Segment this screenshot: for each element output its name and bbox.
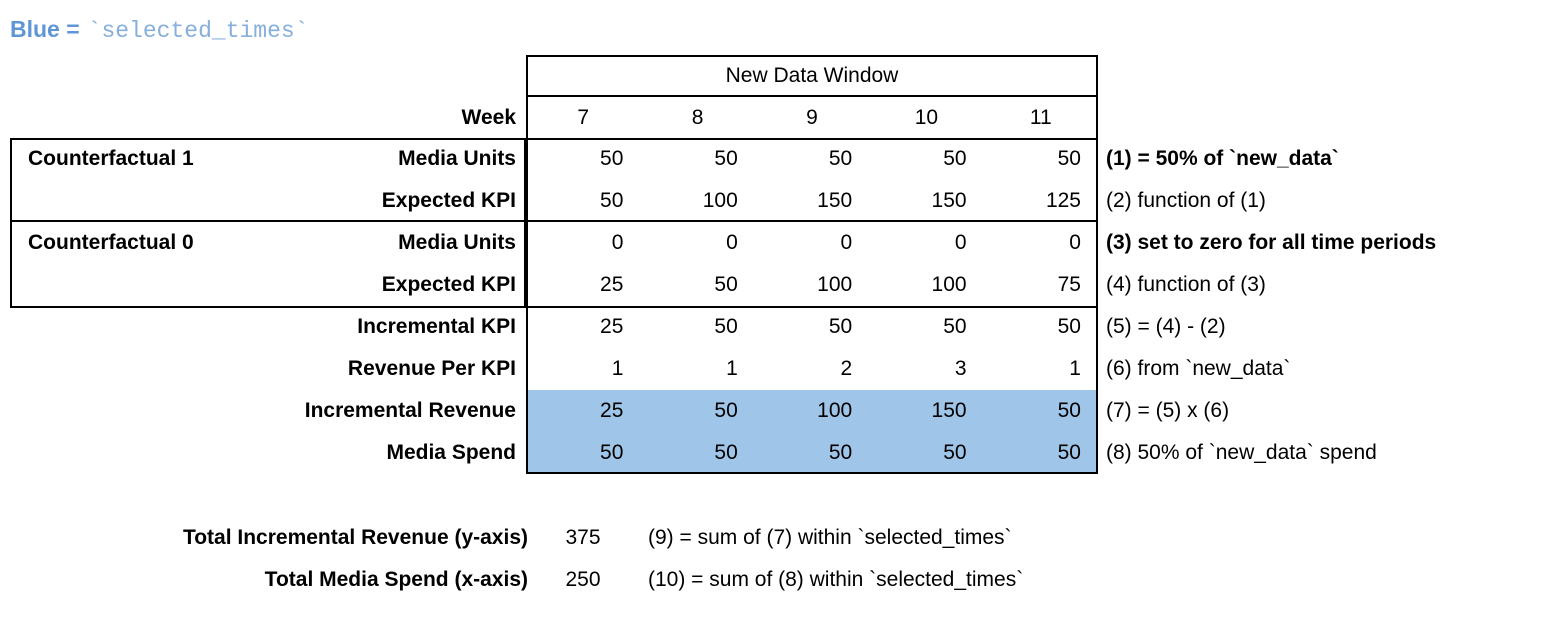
week-number: 7 <box>577 106 590 129</box>
week-number: 9 <box>806 106 818 129</box>
legend-caption-prefix: Blue = <box>10 16 80 42</box>
row-annotation: (4) function of (3) <box>1106 273 1266 296</box>
total-row: Total Media Spend (x-axis) 250 (10) = su… <box>0 559 1544 601</box>
week-number: 11 <box>1029 106 1052 129</box>
cell-value: 50 <box>828 441 853 464</box>
table-row: Incremental KPI 25 50 50 50 50 (5) = (4) - (… <box>0 306 1544 348</box>
cell-value: 50 <box>1057 315 1081 338</box>
total-value: 375 <box>565 526 601 549</box>
table-row: Revenue Per KPI 1 1 2 3 1 (6) from `new_data… <box>0 348 1544 390</box>
cell-value: 100 <box>702 189 738 212</box>
cell-value: 150 <box>931 399 967 422</box>
row-annotation: (3) set to zero for all time periods <box>1106 231 1437 254</box>
row-annotation: (6) from `new_data` <box>1106 357 1291 380</box>
cell-value: 50 <box>943 441 967 464</box>
selected-times-highlight <box>528 390 1096 472</box>
counterfactual-0-label: Counterfactual 0 <box>28 231 194 254</box>
row-label: Media Spend <box>386 441 516 464</box>
table-divider <box>526 306 1098 308</box>
table-row: Expected KPI 50 100 150 150 125 (2) function… <box>0 180 1544 222</box>
table-data-border <box>526 97 1098 474</box>
cell-value: 1 <box>1069 357 1081 380</box>
total-label: Total Incremental Revenue (y-axis) <box>182 526 528 549</box>
cell-value: 50 <box>714 315 738 338</box>
cell-value: 50 <box>600 189 624 212</box>
cell-value: 150 <box>931 189 967 212</box>
row-label: Expected KPI <box>381 189 516 212</box>
counterfactual-1-label: Counterfactual 1 <box>28 147 194 170</box>
row-annotation: (1) = 50% of `new_data` <box>1106 147 1339 170</box>
cell-value: 75 <box>1057 273 1081 296</box>
row-label: Incremental KPI <box>357 315 516 338</box>
cell-value: 125 <box>1045 189 1081 212</box>
row-label: Incremental Revenue <box>304 399 516 422</box>
legend-caption-code: `selected_times` <box>87 18 309 44</box>
cell-value: 0 <box>611 231 624 254</box>
cell-value: 0 <box>840 231 853 254</box>
cell-value: 100 <box>931 273 967 296</box>
row-label: Revenue Per KPI <box>347 357 516 380</box>
table-row: Media Units 0 0 0 0 0 (3) set to zero for al… <box>0 222 1544 264</box>
table-row: Media Spend 50 50 50 50 50 (8) 50% of `new_d… <box>0 432 1544 474</box>
cell-value: 50 <box>1057 399 1081 422</box>
cell-value: 50 <box>828 147 853 170</box>
new-data-window-title: New Data Window <box>725 64 899 87</box>
total-value: 250 <box>565 568 601 591</box>
row-annotation: (2) function of (1) <box>1106 189 1266 212</box>
week-label: Week <box>461 106 516 129</box>
cell-value: 25 <box>600 399 624 422</box>
week-number: 10 <box>914 106 939 129</box>
cell-value: 1 <box>611 357 624 380</box>
total-annotation: (9) = sum of (7) within `selected_times` <box>648 526 1012 549</box>
cell-value: 50 <box>600 147 624 170</box>
cell-value: 3 <box>954 357 967 380</box>
table-divider <box>526 220 1098 222</box>
total-annotation: (10) = sum of (8) within `selected_times… <box>648 568 1024 591</box>
row-annotation: (8) 50% of `new_data` spend <box>1106 441 1377 464</box>
table-row: Expected KPI 25 50 100 100 75 (4) function o… <box>0 264 1544 306</box>
cell-value: 0 <box>954 231 967 254</box>
week-number: 8 <box>691 106 704 129</box>
table-row: Media Units 50 50 50 50 50 (1) = 50% of `new… <box>0 138 1544 180</box>
cell-value: 50 <box>714 147 738 170</box>
counterfactual-0-box <box>10 220 526 308</box>
table-row: Incremental Revenue 25 50 100 150 50 (7) = (… <box>0 390 1544 432</box>
cell-value: 50 <box>1057 147 1081 170</box>
cell-value: 25 <box>600 315 624 338</box>
cell-value: 100 <box>817 399 853 422</box>
row-label: Expected KPI <box>381 273 516 296</box>
cell-value: 1 <box>726 357 738 380</box>
cell-value: 150 <box>817 189 853 212</box>
cell-value: 50 <box>1057 441 1081 464</box>
cell-value: 50 <box>943 315 967 338</box>
row-label: Media Units <box>398 231 516 254</box>
cell-value: 25 <box>600 273 624 296</box>
cell-value: 0 <box>726 231 738 254</box>
cell-value: 50 <box>600 441 624 464</box>
cell-value: 50 <box>714 273 738 296</box>
row-annotation: (7) = (5) x (6) <box>1106 399 1230 422</box>
cell-value: 0 <box>1069 231 1081 254</box>
cell-value: 50 <box>943 147 967 170</box>
legend-caption: Blue = `selected_times` <box>10 14 309 46</box>
cell-value: 100 <box>817 273 853 296</box>
cell-value: 50 <box>828 315 853 338</box>
cell-value: 50 <box>714 441 738 464</box>
total-label: Total Media Spend (x-axis) <box>264 568 528 591</box>
row-label: Media Units <box>398 147 516 170</box>
total-row: Total Incremental Revenue (y-axis) 375 (… <box>0 517 1544 559</box>
row-annotation: (5) = (4) - (2) <box>1106 315 1226 338</box>
cell-value: 2 <box>840 357 853 380</box>
new-data-window-header: New Data Window <box>526 55 1098 97</box>
week-header-row: Week 7 8 9 10 11 <box>0 97 1544 138</box>
table-divider <box>526 138 1098 140</box>
cell-value: 50 <box>714 399 738 422</box>
